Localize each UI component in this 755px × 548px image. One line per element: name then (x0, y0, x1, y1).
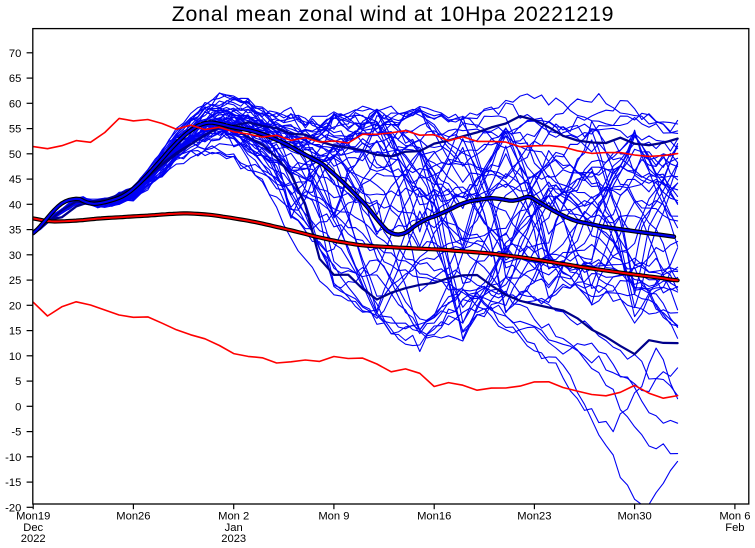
svg-text:35: 35 (9, 225, 21, 237)
svg-text:25: 25 (9, 275, 21, 287)
svg-text:10: 10 (9, 351, 21, 363)
svg-text:5: 5 (15, 376, 21, 388)
svg-text:Zonal mean zonal wind at 10Hpa: Zonal mean zonal wind at 10Hpa 20221219 (172, 2, 614, 26)
svg-text:60: 60 (9, 98, 21, 110)
svg-text:-15: -15 (5, 477, 21, 489)
svg-text:30: 30 (9, 250, 21, 262)
svg-text:0: 0 (15, 401, 21, 413)
svg-text:Mon26: Mon26 (116, 511, 150, 523)
svg-text:Mon19: Mon19 (16, 511, 50, 523)
svg-text:-5: -5 (11, 427, 21, 439)
svg-text:-20: -20 (5, 502, 21, 514)
svg-text:Mon 9: Mon 9 (318, 511, 349, 523)
svg-text:20: 20 (9, 300, 21, 312)
svg-text:Mon 6: Mon 6 (719, 511, 750, 523)
svg-text:2023: 2023 (221, 533, 246, 545)
svg-text:2022: 2022 (21, 533, 46, 545)
svg-text:Mon16: Mon16 (417, 511, 451, 523)
svg-text:65: 65 (9, 73, 21, 85)
svg-text:-10: -10 (5, 452, 21, 464)
svg-text:Feb: Feb (725, 522, 744, 534)
svg-text:Dec: Dec (23, 522, 43, 534)
svg-text:45: 45 (9, 174, 21, 186)
svg-text:50: 50 (9, 149, 21, 161)
svg-text:55: 55 (9, 124, 21, 136)
svg-text:Mon 2: Mon 2 (218, 511, 249, 523)
svg-text:40: 40 (9, 199, 21, 211)
svg-text:Mon23: Mon23 (517, 511, 551, 523)
svg-text:Mon30: Mon30 (617, 511, 651, 523)
svg-text:70: 70 (9, 48, 21, 60)
svg-text:Jan: Jan (225, 522, 243, 534)
svg-text:15: 15 (9, 326, 21, 338)
